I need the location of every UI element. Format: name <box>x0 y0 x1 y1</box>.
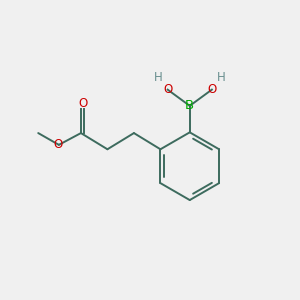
Text: B: B <box>185 99 194 112</box>
Text: O: O <box>163 83 172 96</box>
Text: O: O <box>78 98 87 110</box>
Text: H: H <box>217 71 226 84</box>
Text: H: H <box>154 71 163 84</box>
Text: O: O <box>207 83 217 96</box>
Text: O: O <box>53 138 63 151</box>
